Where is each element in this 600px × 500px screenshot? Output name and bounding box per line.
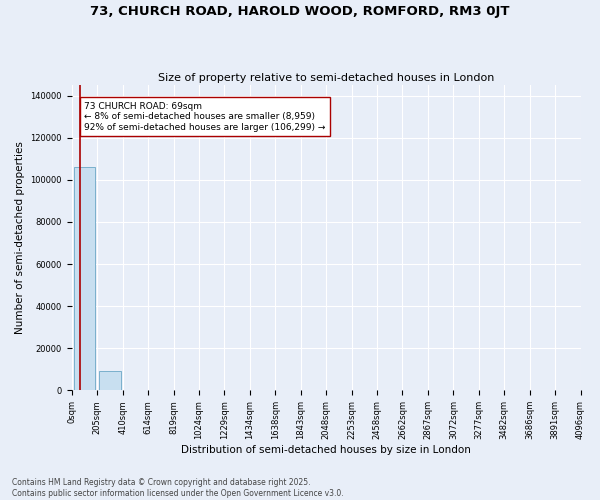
Bar [99, 372, 121, 390]
Bar [74, 166, 95, 390]
Text: 73, CHURCH ROAD, HAROLD WOOD, ROMFORD, RM3 0JT: 73, CHURCH ROAD, HAROLD WOOD, ROMFORD, R… [90, 5, 510, 18]
Text: Contains HM Land Registry data © Crown copyright and database right 2025.
Contai: Contains HM Land Registry data © Crown c… [12, 478, 344, 498]
Title: Size of property relative to semi-detached houses in London: Size of property relative to semi-detach… [158, 73, 494, 83]
X-axis label: Distribution of semi-detached houses by size in London: Distribution of semi-detached houses by … [181, 445, 471, 455]
Text: 73 CHURCH ROAD: 69sqm
← 8% of semi-detached houses are smaller (8,959)
92% of se: 73 CHURCH ROAD: 69sqm ← 8% of semi-detac… [84, 102, 326, 132]
Y-axis label: Number of semi-detached properties: Number of semi-detached properties [15, 142, 25, 334]
